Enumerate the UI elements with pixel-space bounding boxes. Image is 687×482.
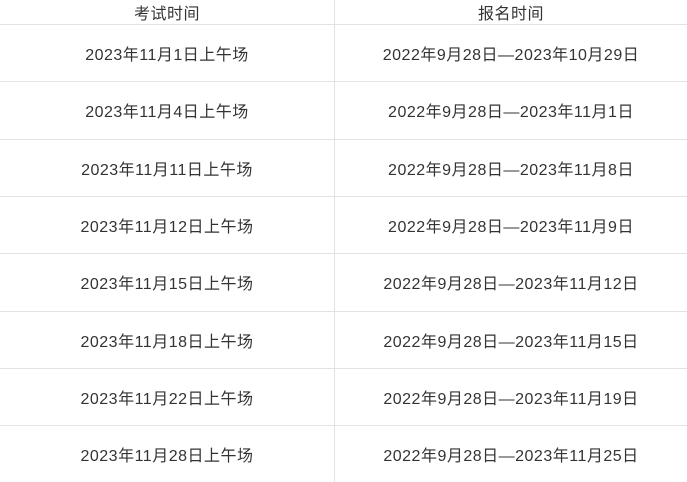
table-row: 2023年11月22日上午场 2022年9月28日—2023年11月19日 [0,368,687,427]
exam-time-cell: 2023年11月1日上午场 [0,24,335,83]
table-row: 2023年11月12日上午场 2022年9月28日—2023年11月9日 [0,196,687,255]
registration-time-cell: 2022年9月28日—2023年10月29日 [334,24,687,83]
table-row: 2023年11月28日上午场 2022年9月28日—2023年11月25日 [0,425,687,482]
exam-time-cell: 2023年11月15日上午场 [0,253,335,312]
exam-time-cell: 2023年11月12日上午场 [0,196,335,255]
exam-time-cell: 2023年11月28日上午场 [0,425,335,482]
column-header-exam-time: 考试时间 [0,0,335,25]
registration-time-cell: 2022年9月28日—2023年11月8日 [334,139,687,197]
registration-time-cell: 2022年9月28日—2023年11月9日 [334,196,687,255]
exam-time-cell: 2023年11月18日上午场 [0,311,335,369]
table-row: 2023年11月11日上午场 2022年9月28日—2023年11月8日 [0,139,687,197]
table-row: 2023年11月4日上午场 2022年9月28日—2023年11月1日 [0,81,687,140]
exam-time-cell: 2023年11月4日上午场 [0,81,335,140]
registration-time-cell: 2022年9月28日—2023年11月15日 [334,311,687,369]
registration-time-cell: 2022年9月28日—2023年11月1日 [334,81,687,140]
column-header-registration-time: 报名时间 [334,0,687,25]
registration-time-cell: 2022年9月28日—2023年11月12日 [334,253,687,312]
exam-time-cell: 2023年11月11日上午场 [0,139,335,197]
registration-time-cell: 2022年9月28日—2023年11月25日 [383,448,639,466]
table-row: 2023年11月1日上午场 2022年9月28日—2023年10月29日 [0,24,687,83]
table-row: 2023年11月15日上午场 2022年9月28日—2023年11月12日 [0,253,687,312]
exam-time-cell: 2023年11月22日上午场 [0,368,335,427]
table-row: 2023年11月18日上午场 2022年9月28日—2023年11月15日 [0,311,687,369]
registration-time-cell: 2022年9月28日—2023年11月19日 [334,368,687,427]
table-header-row: 考试时间 报名时间 [0,0,687,25]
